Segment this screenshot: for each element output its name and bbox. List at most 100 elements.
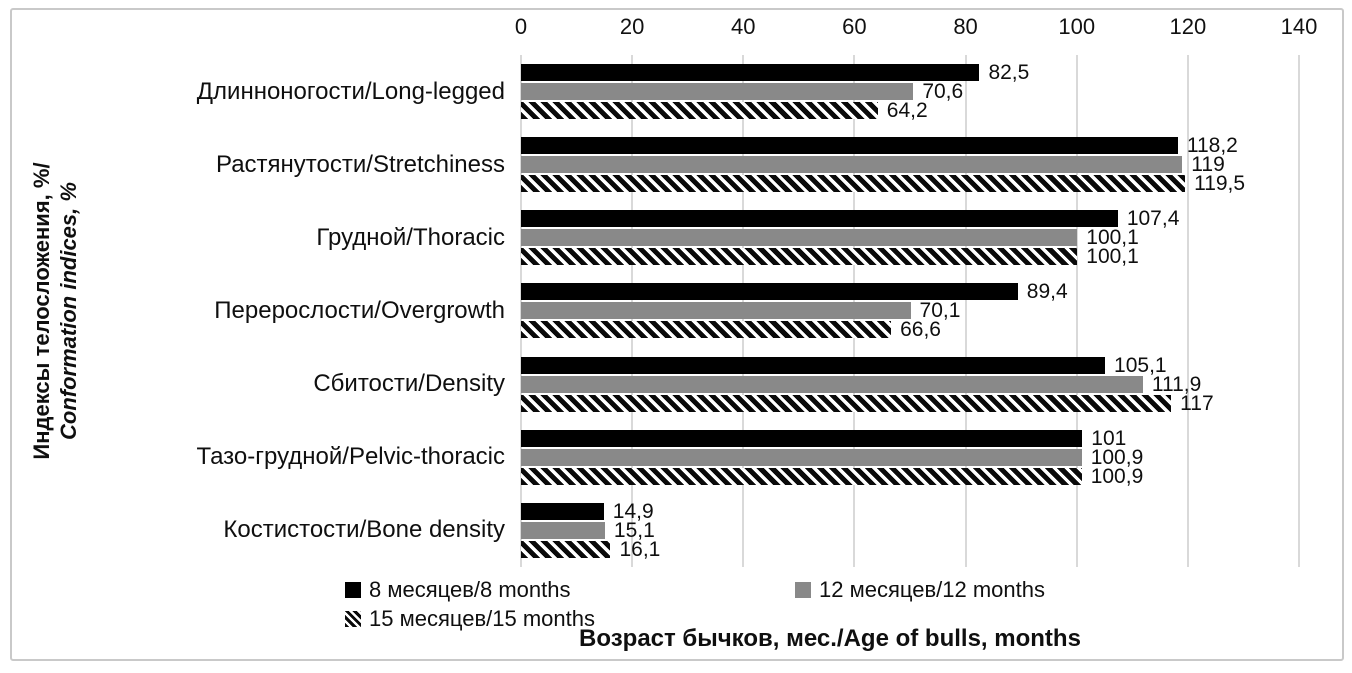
bar-value-label: 105,1 — [1114, 353, 1167, 377]
bar-row: 64,2 — [521, 99, 1299, 123]
legend-marker-hatch-icon — [345, 611, 361, 627]
legend-label: 8 месяцев/8 months — [369, 577, 571, 602]
bar-series-1 — [521, 521, 605, 539]
bar-series-1 — [521, 302, 911, 320]
bar-value-label: 64,2 — [886, 99, 928, 123]
bar-series-2 — [521, 467, 1082, 485]
x-tick-label: 20 — [619, 14, 645, 39]
legend-marker-gray-icon — [795, 582, 811, 598]
legend-item-12-months: 12 месяцев/12 months — [795, 577, 1045, 603]
bar-row: 117 — [521, 391, 1299, 415]
bar-value-label: 70,6 — [922, 80, 964, 104]
bar-row: 111,9 — [521, 372, 1299, 396]
category-label: Тазо-грудной/Pelvic-thoracic — [196, 443, 506, 471]
bar-series-0 — [521, 64, 980, 82]
category-axis-labels: Длинноногости/Long-legged Растянутости/St… — [85, 55, 506, 567]
bar-series-0 — [521, 137, 1178, 155]
x-tick-label: 80 — [953, 14, 978, 39]
category-label: Грудной/Thoracic — [316, 223, 505, 251]
bar-series-0 — [521, 429, 1083, 447]
x-axis-title: Возраст бычков, мес./Age of bulls, month… — [579, 625, 1081, 652]
bar-row: 118,2 — [521, 134, 1299, 158]
bar-value-label: 15,1 — [613, 518, 655, 542]
x-tick-label: 0 — [514, 14, 528, 39]
bar-value-label: 118,2 — [1186, 134, 1238, 158]
bar-value-label: 111,9 — [1151, 372, 1202, 396]
bar-series-0 — [521, 502, 604, 520]
bar-row: 100,1 — [521, 245, 1299, 269]
bar-series-0 — [521, 356, 1106, 374]
gridline — [1075, 55, 1078, 567]
bar-series-1 — [521, 229, 1078, 247]
bar-series-1 — [521, 83, 914, 101]
bar-row: 66,6 — [521, 318, 1299, 342]
bar-series-0 — [521, 210, 1118, 228]
bar-series-1 — [521, 375, 1143, 393]
bar-value-label: 100,9 — [1090, 445, 1144, 469]
bar-series-2 — [521, 248, 1078, 266]
category-label: Перерослости/Overgrowth — [214, 296, 505, 324]
x-tick-label: 60 — [842, 14, 867, 39]
legend-label: 12 месяцев/12 months — [819, 577, 1045, 602]
bar-row: 70,6 — [521, 80, 1299, 104]
bar-row: 70,1 — [521, 299, 1299, 323]
bar-series-1 — [521, 448, 1082, 466]
bar-groups: 82,5 70,6 64,2 118,2 119 119,5 107,4 100,1 100,1… — [521, 55, 1299, 567]
legend-label: 15 месяцев/15 months — [369, 606, 595, 631]
bar-series-2 — [521, 175, 1186, 193]
bar-group: 118,2 119 119,5 — [521, 128, 1299, 201]
bar-series-0 — [521, 283, 1018, 301]
x-tick-label: 140 — [1280, 14, 1318, 39]
y-axis-title-russian: Индексы телосложения, %/ — [29, 162, 54, 460]
bar-value-label: 82,5 — [988, 61, 1030, 85]
bar-row: 101 — [521, 426, 1299, 450]
bar-value-label: 66,6 — [900, 318, 941, 342]
bar-group: 101 100,9 100,9 — [521, 421, 1299, 494]
bar-value-label: 101 — [1091, 426, 1127, 450]
bar-series-2 — [521, 394, 1172, 412]
bar-value-label: 89,4 — [1026, 280, 1068, 304]
bar-row: 14,9 — [521, 499, 1299, 523]
bar-value-label: 119 — [1191, 153, 1225, 177]
bar-value-label: 119,5 — [1194, 172, 1246, 196]
bar-group: 107,4 100,1 100,1 — [521, 201, 1299, 274]
bar-row: 107,4 — [521, 207, 1299, 231]
category-label: Сбитости/Density — [313, 370, 505, 398]
bar-row: 15,1 — [521, 518, 1299, 542]
category-label: Длинноногости/Long-legged — [196, 77, 505, 105]
legend-marker-black-icon — [345, 582, 361, 598]
x-tick-label: 120 — [1169, 14, 1207, 39]
gridline — [1298, 55, 1300, 567]
bar-value-label: 14,9 — [612, 499, 654, 523]
x-axis-ticks: 0 20 40 60 80 100 120 140 — [515, 14, 1317, 44]
bar-value-label: 16,1 — [619, 537, 661, 561]
bar-series-2 — [521, 540, 611, 558]
bar-value-label: 107,4 — [1126, 207, 1180, 231]
bar-series-1 — [521, 156, 1183, 174]
bar-row: 100,9 — [521, 445, 1299, 469]
bar-group: 82,5 70,6 64,2 — [521, 55, 1299, 128]
bar-row: 119 — [521, 153, 1299, 177]
y-axis-title-english: Conformation indices, % — [56, 182, 81, 440]
legend-item-8-months: 8 месяцев/8 months — [345, 577, 571, 603]
bar-group: 14,9 15,1 16,1 — [521, 494, 1299, 567]
bar-row: 100,9 — [521, 466, 1299, 487]
category-label: Растянутости/Stretchiness — [216, 150, 505, 178]
bar-group: 105,1 111,9 117 — [521, 348, 1299, 421]
bar-row: 89,4 — [521, 280, 1299, 304]
bar-series-2 — [521, 102, 878, 120]
x-tick-label: 40 — [731, 14, 756, 39]
bar-row: 16,1 — [521, 537, 1299, 561]
bar-value-label: 117 — [1180, 391, 1214, 415]
plot-area: 82,5 70,6 64,2 118,2 119 119,5 107,4 100,1 100,1… — [520, 55, 1300, 567]
category-label: Костистости/Bone density — [223, 516, 505, 544]
bar-row: 100,1 — [521, 226, 1299, 250]
bar-value-label: 70,1 — [919, 299, 961, 323]
bar-row: 82,5 — [521, 61, 1299, 85]
legend-item-15-months: 15 месяцев/15 months — [345, 606, 595, 632]
bar-value-label: 100,1 — [1086, 245, 1139, 269]
gridline — [964, 55, 967, 567]
bar-value-label: 100,1 — [1086, 226, 1139, 250]
bar-group: 89,4 70,1 66,6 — [521, 274, 1299, 347]
